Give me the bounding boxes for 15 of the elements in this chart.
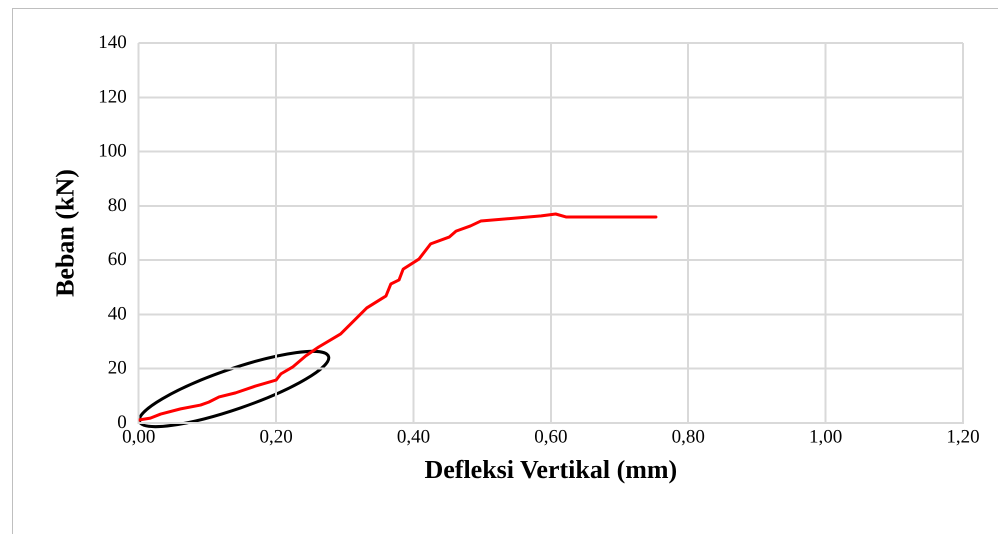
x-tick-label: 0,20 bbox=[259, 426, 293, 448]
x-tick-label: 0,60 bbox=[534, 426, 568, 448]
x-tick-label: 0,80 bbox=[672, 426, 705, 448]
y-tick-label: 60 bbox=[108, 249, 127, 270]
x-axis-title: Defleksi Vertikal (mm) bbox=[424, 455, 678, 484]
x-tick-label: 0,40 bbox=[396, 426, 430, 448]
y-tick-label: 100 bbox=[98, 140, 127, 162]
y-tick-label: 20 bbox=[108, 358, 127, 379]
y-tick-label: 80 bbox=[108, 194, 127, 216]
y-tick-label: 40 bbox=[108, 303, 127, 324]
x-tick-label: 1,00 bbox=[808, 426, 842, 448]
x-tick-label: 1,20 bbox=[946, 426, 980, 448]
y-tick-label: 120 bbox=[98, 86, 127, 108]
y-tick-label: 140 bbox=[98, 32, 127, 53]
y-axis-title: Beban (kN) bbox=[50, 169, 80, 297]
